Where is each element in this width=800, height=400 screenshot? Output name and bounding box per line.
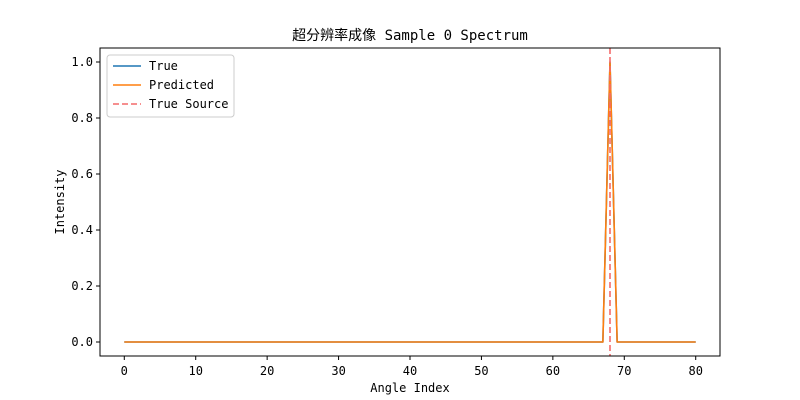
legend-box <box>106 54 235 118</box>
x-tick-label: 70 <box>617 364 631 378</box>
y-tick-label: 0.0 <box>71 335 93 349</box>
x-tick-label: 0 <box>121 364 128 378</box>
y-axis: 0.0 0.2 0.4 0.6 0.8 1.0 <box>71 55 100 349</box>
x-axis-label: Angle Index <box>370 381 449 395</box>
x-tick-label: 50 <box>474 364 488 378</box>
x-tick-label: 20 <box>260 364 274 378</box>
y-tick-label: 1.0 <box>71 55 93 69</box>
x-tick-label: 80 <box>688 364 702 378</box>
y-axis-label: Intensity <box>53 169 67 234</box>
y-tick-label: 0.6 <box>71 167 93 181</box>
x-tick-label: 60 <box>546 364 560 378</box>
x-tick-label: 10 <box>188 364 202 378</box>
y-tick-label: 0.2 <box>71 279 93 293</box>
x-tick-label: 30 <box>331 364 345 378</box>
plot-frame <box>99 47 721 357</box>
legend-label: Predicted <box>149 78 214 92</box>
legend-label: True <box>149 59 178 73</box>
series-line-predicted <box>124 61 696 343</box>
y-tick-label: 0.4 <box>71 223 93 237</box>
series-layer <box>124 48 696 356</box>
x-axis: 0 10 20 30 40 50 60 70 80 <box>121 356 703 378</box>
legend: True Predicted True Source <box>106 54 235 118</box>
x-tick-label: 40 <box>403 364 417 378</box>
chart-title: 超分辨率成像 Sample 0 Spectrum <box>292 27 528 44</box>
legend-label: True Source <box>149 97 228 111</box>
y-tick-label: 0.8 <box>71 111 93 125</box>
